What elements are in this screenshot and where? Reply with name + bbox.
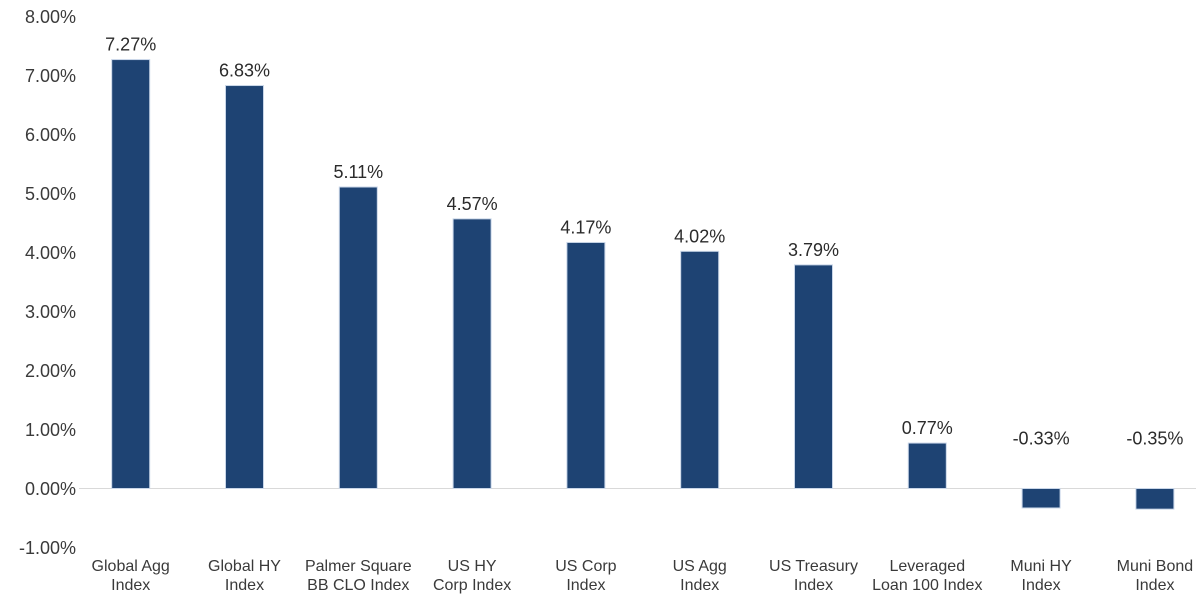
category-label-line: Leveraged <box>889 558 965 575</box>
data-label-us-treasury-index: 3.79% <box>788 240 839 260</box>
category-label-line: Index <box>225 577 264 594</box>
category-label-line: Index <box>111 577 150 594</box>
category-label-us-agg-index: US Agg Index <box>673 558 727 594</box>
category-label-us-treasury-index: US Treasury Index <box>769 558 858 594</box>
bar-global-agg-index <box>111 59 151 489</box>
category-label-line: Index <box>1135 577 1174 594</box>
category-label-line: Palmer Square <box>305 558 412 575</box>
y-axis-tick-label-0-00: 0.00% <box>25 479 76 499</box>
data-label-muni-bond-index: -0.35% <box>1126 429 1183 449</box>
category-label-line: US Corp <box>555 558 616 575</box>
bar-us-corp-index <box>566 241 606 489</box>
data-label-muni-hy-index: -0.33% <box>1013 429 1070 449</box>
category-label-line: Corp Index <box>433 577 511 594</box>
data-label-us-agg-index: 4.02% <box>674 226 725 246</box>
y-axis-tick-label-8-00: 8.00% <box>25 7 76 27</box>
bar-leveraged-loan-100-index <box>907 442 947 490</box>
category-label-line: Global HY <box>208 558 281 575</box>
y-axis-tick-label-3-00: 3.00% <box>25 302 76 322</box>
data-label-us-corp-index: 4.17% <box>560 217 611 237</box>
category-label-palmer-square-bb-clo-index: Palmer Square BB CLO Index <box>305 558 412 594</box>
category-label-line: Global Agg <box>92 558 170 575</box>
category-label-global-agg-index: Global Agg Index <box>92 558 170 594</box>
y-axis-tick-label-5-00: 5.00% <box>25 184 76 204</box>
category-label-line: Index <box>1022 577 1061 594</box>
bar-us-treasury-index <box>794 264 833 490</box>
category-label-line: US HY <box>448 558 497 575</box>
bar-us-agg-index <box>680 250 720 489</box>
category-label-line: US Agg <box>673 558 727 575</box>
category-label-line: BB CLO Index <box>307 577 409 594</box>
category-label-leveraged-loan-100-index: Leveraged Loan 100 Index <box>872 558 982 594</box>
y-axis-tick-label-1-00: 1.00% <box>25 420 76 440</box>
y-axis-tick-label-2-00: 2.00% <box>25 361 76 381</box>
category-label-line: Muni Bond <box>1117 558 1194 575</box>
y-axis-tick-label-1-00: -1.00% <box>19 538 76 558</box>
category-label-global-hy-index: Global HY Index <box>208 558 281 594</box>
category-label-muni-hy-index: Muni HY Index <box>1010 558 1072 594</box>
y-axis-tick-label-7-00: 7.00% <box>25 66 76 86</box>
y-axis-tick-label-6-00: 6.00% <box>25 125 76 145</box>
category-label-muni-bond-index: Muni Bond Index <box>1117 558 1194 594</box>
data-label-palmer-square-bb-clo-index: 5.11% <box>333 162 383 182</box>
category-label-line: Index <box>680 577 719 594</box>
bar-us-hy-corp-index <box>452 218 492 489</box>
data-label-global-hy-index: 6.83% <box>219 61 270 81</box>
data-label-global-agg-index: 7.27% <box>105 35 156 55</box>
category-label-line: Loan 100 Index <box>872 577 982 594</box>
bar-muni-bond-index <box>1135 488 1175 510</box>
category-label-line: US Treasury <box>769 558 858 575</box>
category-label-us-corp-index: US Corp Index <box>555 558 616 594</box>
bar-muni-hy-index <box>1021 488 1061 509</box>
category-label-line: Index <box>794 577 833 594</box>
y-axis-tick-label-4-00: 4.00% <box>25 243 76 263</box>
data-label-us-hy-corp-index: 4.57% <box>447 194 498 214</box>
bar-global-hy-index <box>225 85 264 489</box>
bar-palmer-square-bb-clo-index <box>338 186 378 489</box>
category-label-line: Muni HY <box>1010 558 1072 575</box>
category-label-us-hy-corp-index: US HY Corp Index <box>433 558 511 594</box>
category-label-line: Index <box>566 577 605 594</box>
data-label-leveraged-loan-100-index: 0.77% <box>902 418 953 438</box>
